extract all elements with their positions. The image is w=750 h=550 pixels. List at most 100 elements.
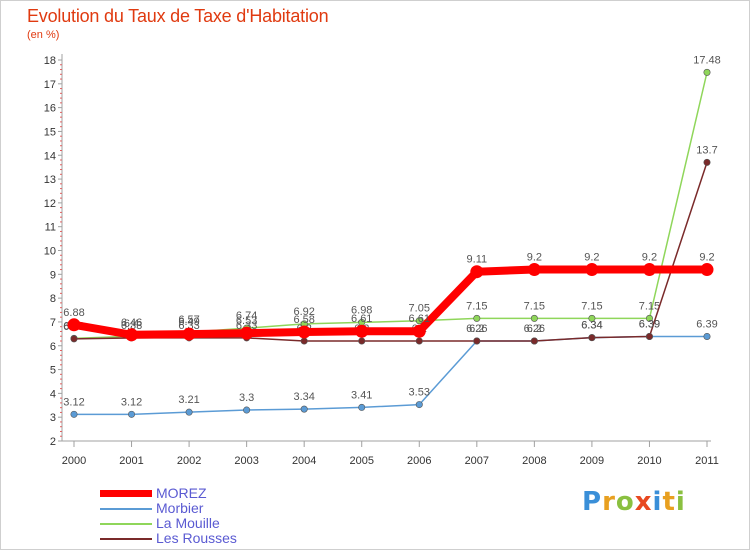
legend-label-morez: MOREZ xyxy=(156,485,207,501)
x-tick-label: 2010 xyxy=(637,455,661,467)
data-label-morez: 6.61 xyxy=(409,313,430,325)
data-label-morez: 9.11 xyxy=(467,254,488,266)
data-label-morez: 6.46 xyxy=(121,317,142,329)
y-tick-label: 12 xyxy=(44,198,56,210)
series-line-morbier xyxy=(74,335,707,416)
data-point-morez xyxy=(585,263,599,277)
legend-label-les-rousses: Les Rousses xyxy=(156,530,237,546)
data-label-morbier: 6.2 xyxy=(469,323,484,335)
data-label-morbier: 3.12 xyxy=(63,396,84,408)
data-point-morez xyxy=(182,327,196,341)
data-label-les-rousses: 6.34 xyxy=(581,320,602,332)
x-tick-label: 2003 xyxy=(234,455,258,467)
data-point-morbier xyxy=(703,332,711,340)
data-point-morez xyxy=(470,265,484,279)
data-point-morez xyxy=(412,324,426,338)
data-label-les-rousses: 6.26 xyxy=(466,323,487,335)
chart-title: Evolution du Taux de Taxe d'Habitation xyxy=(27,6,329,26)
data-label-la-mouille: 6.74 xyxy=(236,310,257,322)
x-tick-label: 2011 xyxy=(695,455,719,467)
x-tick-label: 2004 xyxy=(292,455,316,467)
data-label-les-rousses: 6.33 xyxy=(178,320,199,332)
data-point-morez xyxy=(642,263,656,277)
data-point-morez xyxy=(297,325,311,339)
data-point-la-mouille xyxy=(645,314,653,322)
y-tick-label: 4 xyxy=(50,388,56,400)
x-tick-label: 2002 xyxy=(177,455,201,467)
y-tick-label: 15 xyxy=(44,126,56,138)
data-label-les-rousses: 13.7 xyxy=(696,144,717,156)
data-point-morez xyxy=(240,326,254,340)
data-label-morez: 9.2 xyxy=(527,252,542,264)
data-point-morez xyxy=(67,318,81,332)
data-label-la-mouille: 6.98 xyxy=(351,304,372,316)
data-label-la-mouille: 7.15 xyxy=(581,300,602,312)
y-tick-label: 7 xyxy=(50,317,56,329)
data-label-les-rousses: 6.39 xyxy=(639,318,660,330)
data-point-les-rousses xyxy=(358,337,366,345)
data-label-morbier: 6.2 xyxy=(527,323,542,335)
data-label-la-mouille: 7.15 xyxy=(639,300,660,312)
data-label-morbier: 6.39 xyxy=(696,318,717,330)
data-point-morbier xyxy=(358,403,366,411)
x-tick-label: 2001 xyxy=(119,455,143,467)
data-label-la-mouille: 7.15 xyxy=(524,300,545,312)
data-point-les-rousses xyxy=(530,337,538,345)
data-point-les-rousses xyxy=(70,335,78,343)
series-line-les-rousses xyxy=(73,162,708,342)
data-point-la-mouille xyxy=(415,317,423,325)
data-label-morbier: 6.34 xyxy=(581,320,602,332)
data-label-la-mouille: 7.15 xyxy=(466,300,487,312)
data-label-la-mouille: 6.57 xyxy=(178,314,199,326)
y-tick-label: 3 xyxy=(50,412,56,424)
data-point-la-mouille xyxy=(588,314,596,322)
legend-label-morbier: Morbier xyxy=(156,500,204,516)
data-label-les-rousses: 6.33 xyxy=(236,320,257,332)
data-label-les-rousses: 6.33 xyxy=(121,320,142,332)
data-label-morez: 9.2 xyxy=(584,252,599,264)
y-tick-label: 8 xyxy=(50,293,56,305)
y-tick-label: 18 xyxy=(44,55,56,67)
data-label-la-mouille: 6.92 xyxy=(293,306,314,318)
data-label-morez: 6.61 xyxy=(351,313,372,325)
data-label-les-rousses: 6.26 xyxy=(524,323,545,335)
y-tick-label: 9 xyxy=(50,269,56,281)
data-point-morbier xyxy=(128,410,136,418)
y-tick-label: 17 xyxy=(44,79,56,91)
y-tick-label: 13 xyxy=(44,174,56,186)
data-point-morbier xyxy=(185,408,193,416)
data-point-morez xyxy=(125,328,139,342)
y-tick-label: 6 xyxy=(50,341,56,353)
data-point-morez xyxy=(527,263,541,277)
data-point-morbier xyxy=(300,405,308,413)
data-point-les-rousses xyxy=(300,337,308,345)
y-tick-label: 11 xyxy=(45,222,56,234)
data-label-morez: 9.2 xyxy=(699,252,714,264)
data-label-morbier: 3.12 xyxy=(121,396,142,408)
x-tick-label: 2006 xyxy=(407,455,431,467)
data-label-morez: 6.53 xyxy=(236,315,257,327)
data-point-morez xyxy=(355,324,369,338)
data-label-morbier: 3.53 xyxy=(409,387,430,399)
proxiti-logo: Proxiti xyxy=(582,487,686,517)
data-point-les-rousses xyxy=(645,332,653,340)
legend-label-la-mouille: La Mouille xyxy=(156,515,220,531)
legend-swatch-morez xyxy=(100,490,152,497)
data-label-morbier: 3.34 xyxy=(293,391,314,403)
data-point-les-rousses xyxy=(415,337,423,345)
data-label-la-mouille: 6.4 xyxy=(124,318,139,330)
data-label-la-mouille: 7.05 xyxy=(409,303,430,315)
data-label-morbier: 3.21 xyxy=(178,394,199,406)
series-line-morez xyxy=(73,265,707,339)
data-label-morez: 6.49 xyxy=(178,316,199,328)
data-point-morbier xyxy=(415,401,423,409)
y-tick-label: 2 xyxy=(50,436,56,448)
legend-swatch-la-mouille xyxy=(100,523,152,525)
y-tick-label: 5 xyxy=(50,365,56,377)
legend-swatch-morbier xyxy=(100,508,152,510)
x-tick-label: 2008 xyxy=(522,455,546,467)
legend-swatch-les-rousses xyxy=(100,538,152,540)
y-tick-label: 16 xyxy=(44,103,56,115)
x-tick-label: 2005 xyxy=(349,455,373,467)
